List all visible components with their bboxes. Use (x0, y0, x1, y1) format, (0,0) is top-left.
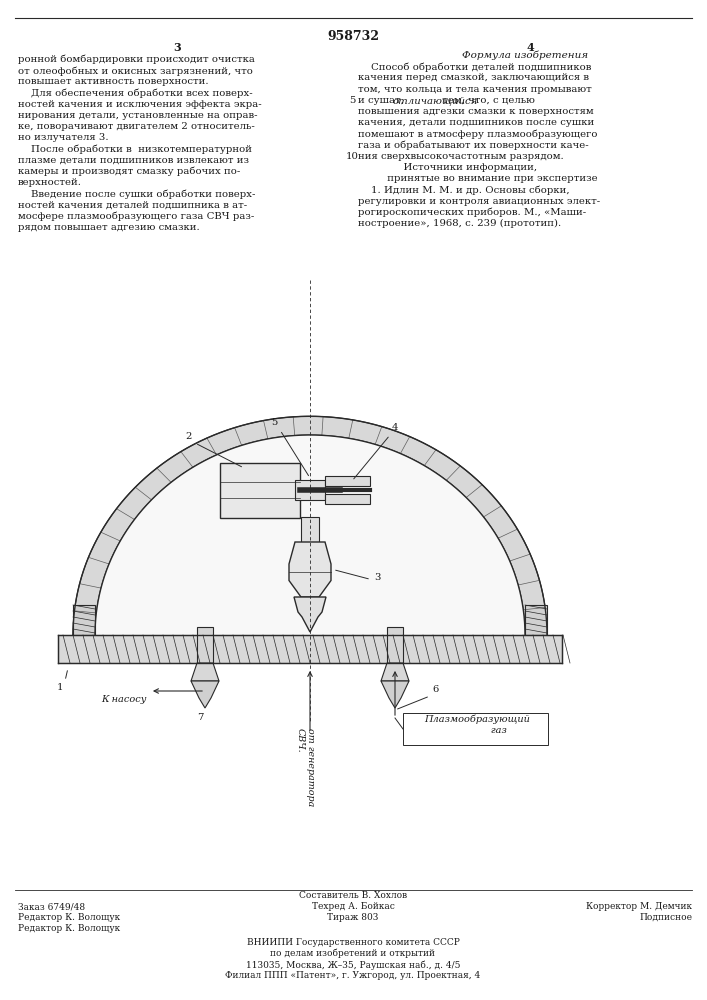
Text: После обработки в  низкотемпературной: После обработки в низкотемпературной (18, 145, 252, 154)
Text: 3: 3 (173, 42, 181, 53)
Polygon shape (191, 663, 219, 681)
Text: ния сверхвысокочастотным разрядом.: ния сверхвысокочастотным разрядом. (358, 152, 563, 161)
Polygon shape (381, 681, 409, 708)
Text: ронной бомбардировки происходит очистка: ронной бомбардировки происходит очистка (18, 55, 255, 64)
Text: Для обеспечения обработки всех поверх-: Для обеспечения обработки всех поверх- (18, 89, 252, 98)
Text: Подписное: Подписное (639, 913, 692, 922)
Text: 10: 10 (346, 152, 358, 161)
Text: газа и обрабатывают их поверхности каче-: газа и обрабатывают их поверхности каче- (358, 141, 589, 150)
Text: ностей качения деталей подшипника в ат-: ностей качения деталей подшипника в ат- (18, 201, 247, 210)
Text: Плазмообразующий
              газ: Плазмообразующий газ (424, 715, 530, 735)
Text: рогироскопических приборов. М., «Маши-: рогироскопических приборов. М., «Маши- (358, 208, 586, 217)
Bar (387, 627, 403, 663)
Text: тем, что, с целью: тем, что, с целью (439, 96, 534, 105)
Text: повышает активность поверхности.: повышает активность поверхности. (18, 77, 209, 86)
Text: Составитель В. Хохлов: Составитель В. Хохлов (299, 891, 407, 900)
Text: камеры и производят смазку рабочих по-: камеры и производят смазку рабочих по- (18, 167, 240, 176)
Bar (295, 480, 325, 500)
Text: 2: 2 (186, 432, 192, 441)
Text: регулировки и контроля авиационных элект-: регулировки и контроля авиационных элект… (358, 197, 600, 206)
Text: Филиал ППП «Патент», г. Ужгород, ул. Проектная, 4: Филиал ППП «Патент», г. Ужгород, ул. Про… (226, 971, 481, 980)
Polygon shape (381, 663, 409, 681)
Text: 6: 6 (432, 685, 438, 694)
Text: и сушат,: и сушат, (358, 96, 407, 105)
Text: от олеофобных и окисных загрязнений, что: от олеофобных и окисных загрязнений, что (18, 66, 253, 76)
Text: 1: 1 (57, 683, 63, 692)
Bar (325, 494, 370, 504)
Text: Тираж 803: Тираж 803 (327, 913, 379, 922)
Bar (525, 605, 547, 635)
Text: ностей качения и исключения эффекта экра-: ностей качения и исключения эффекта экра… (18, 100, 262, 109)
Text: 113035, Москва, Ж–35, Раушская наб., д. 4/5: 113035, Москва, Ж–35, Раушская наб., д. … (246, 960, 460, 970)
Text: верхностей.: верхностей. (18, 178, 82, 187)
Bar (220, 463, 300, 518)
Text: том, что кольца и тела качения промывают: том, что кольца и тела качения промывают (358, 85, 592, 94)
Polygon shape (191, 681, 219, 708)
Text: Техред А. Бойкас: Техред А. Бойкас (312, 902, 395, 911)
Bar (301, 517, 319, 542)
Polygon shape (73, 416, 547, 635)
Text: Формула изобретения: Формула изобретения (462, 50, 588, 60)
Bar (73, 605, 95, 635)
Text: нирования детали, установленные на оправ-: нирования детали, установленные на оправ… (18, 111, 257, 120)
Text: рядом повышает адгезию смазки.: рядом повышает адгезию смазки. (18, 223, 200, 232)
Text: ностроение», 1968, с. 239 (прототип).: ностроение», 1968, с. 239 (прототип). (358, 219, 561, 228)
Text: 7: 7 (197, 713, 203, 722)
Text: ке, поворачивают двигателем 2 относитель-: ке, поворачивают двигателем 2 относитель… (18, 122, 255, 131)
Text: ВНИИПИ Государственного комитета СССР: ВНИИПИ Государственного комитета СССР (247, 938, 460, 947)
Bar (197, 627, 213, 663)
Text: Введение после сушки обработки поверх-: Введение после сушки обработки поверх- (18, 189, 255, 199)
Text: мосфере плазмообразующего газа СВЧ раз-: мосфере плазмообразующего газа СВЧ раз- (18, 212, 255, 221)
Text: от генератора
СВЧ.: от генератора СВЧ. (296, 728, 315, 806)
Text: качения перед смазкой, заключающийся в: качения перед смазкой, заключающийся в (358, 73, 589, 82)
Polygon shape (95, 435, 525, 635)
Text: по делам изобретений и открытий: по делам изобретений и открытий (271, 949, 436, 958)
Text: 3: 3 (374, 573, 380, 582)
Text: помешают в атмосферу плазмообразующего: помешают в атмосферу плазмообразующего (358, 129, 597, 139)
Text: Редактор К. Волощук: Редактор К. Волощук (18, 924, 120, 933)
Polygon shape (294, 597, 326, 632)
Text: К насосу: К насосу (102, 695, 147, 704)
Text: Корректор М. Демчик: Корректор М. Демчик (586, 902, 692, 911)
Text: Редактор К. Волощук: Редактор К. Волощук (18, 913, 120, 922)
Text: Способ обработки деталей подшипников: Способ обработки деталей подшипников (358, 62, 591, 72)
Text: качения, детали подшипников после сушки: качения, детали подшипников после сушки (358, 118, 595, 127)
Text: 5: 5 (271, 418, 278, 427)
Text: Источники информации,: Источники информации, (358, 163, 537, 172)
Text: принятые во внимание при экспертизе: принятые во внимание при экспертизе (358, 174, 597, 183)
Text: Заказ 6749/48: Заказ 6749/48 (18, 902, 85, 911)
Text: повышения адгезки смазки к поверхностям: повышения адгезки смазки к поверхностям (358, 107, 594, 116)
Text: но излучателя 3.: но излучателя 3. (18, 133, 109, 142)
Bar (58, 635, 562, 663)
Text: 4: 4 (526, 42, 534, 53)
FancyBboxPatch shape (403, 713, 548, 745)
Bar (325, 476, 370, 486)
Text: 4: 4 (392, 423, 399, 432)
Text: 1. Идлин М. М. и др. Основы сборки,: 1. Идлин М. М. и др. Основы сборки, (358, 185, 570, 195)
Text: плазме детали подшипников извлекают из: плазме детали подшипников извлекают из (18, 156, 249, 165)
Text: 958732: 958732 (327, 30, 379, 43)
Text: 5: 5 (349, 96, 355, 105)
Text: отличающийся: отличающийся (392, 96, 478, 105)
Polygon shape (289, 542, 331, 597)
